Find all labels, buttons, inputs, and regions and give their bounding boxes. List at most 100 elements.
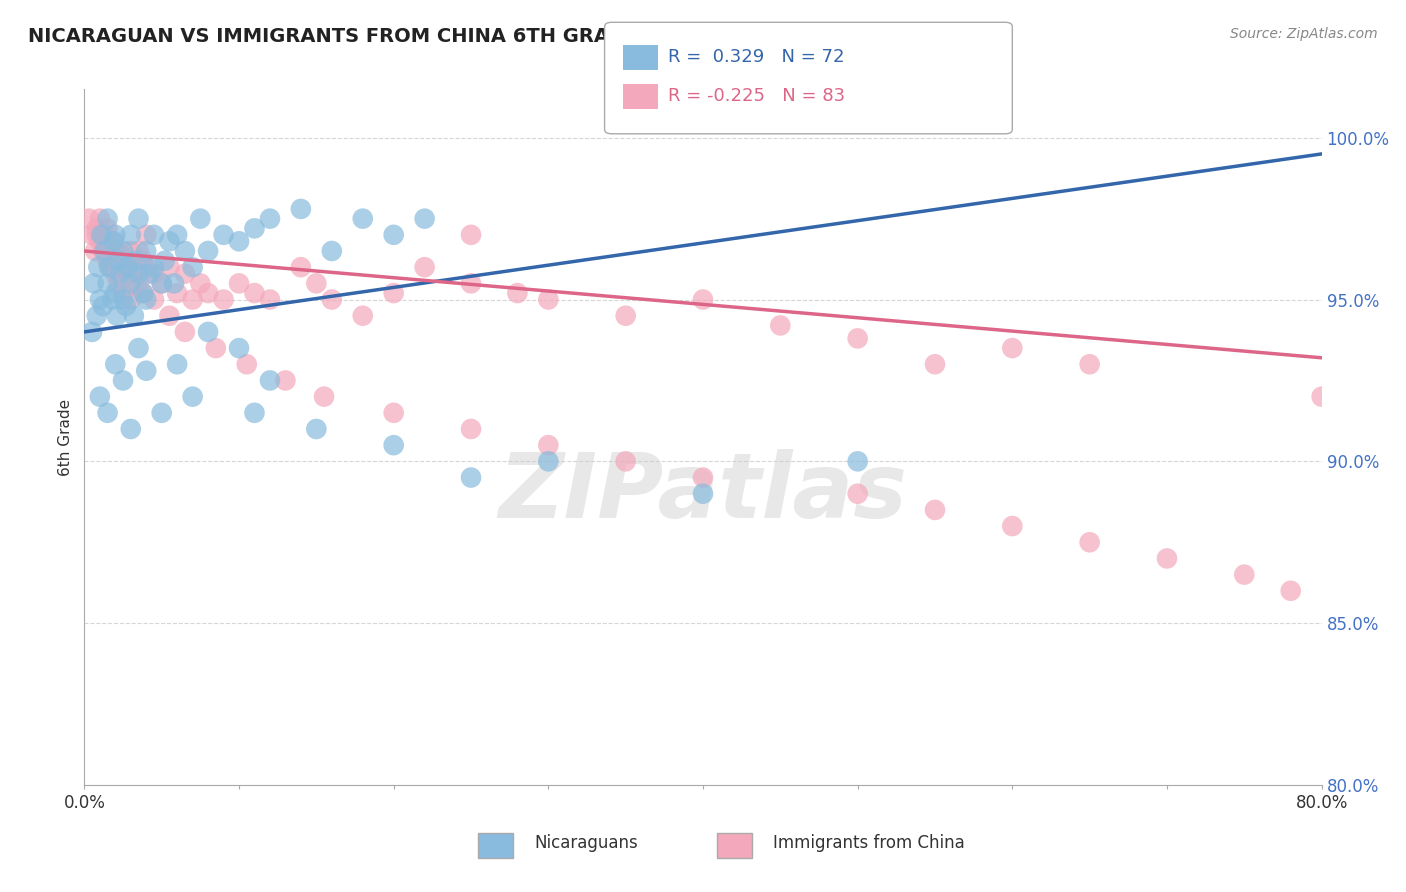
Point xyxy=(692,486,714,500)
Point xyxy=(1310,390,1333,404)
Point xyxy=(846,486,869,500)
Point xyxy=(122,309,145,323)
Text: R =  0.329   N = 72: R = 0.329 N = 72 xyxy=(668,48,845,66)
Point xyxy=(321,244,343,258)
Point xyxy=(1156,551,1178,566)
Point xyxy=(104,244,127,258)
Point xyxy=(537,293,560,307)
Point xyxy=(1279,583,1302,598)
Point xyxy=(135,293,157,307)
Point xyxy=(107,244,129,258)
Point xyxy=(135,227,157,242)
Point xyxy=(159,260,180,275)
Point xyxy=(127,244,149,258)
Point xyxy=(174,325,197,339)
Point xyxy=(112,374,135,388)
Point xyxy=(115,299,138,313)
Point xyxy=(104,227,127,242)
Point xyxy=(1001,519,1024,533)
Point xyxy=(122,277,145,291)
Point xyxy=(112,286,135,301)
Point xyxy=(352,309,374,323)
Point xyxy=(117,260,139,275)
Point xyxy=(135,260,157,275)
Point xyxy=(197,325,219,339)
Point xyxy=(101,235,124,249)
Point xyxy=(174,244,197,258)
Point xyxy=(96,253,118,268)
Point xyxy=(107,277,129,291)
Point xyxy=(413,211,436,226)
Point xyxy=(82,325,104,339)
Point xyxy=(153,253,176,268)
Point xyxy=(159,235,180,249)
Point xyxy=(413,260,436,275)
Point xyxy=(135,364,157,378)
Point xyxy=(132,286,155,301)
Text: Nicaraguans: Nicaraguans xyxy=(534,834,638,852)
Point xyxy=(107,253,129,268)
Point xyxy=(77,211,100,226)
Point xyxy=(181,293,204,307)
Point xyxy=(105,309,128,323)
Point xyxy=(93,244,115,258)
Point xyxy=(84,244,107,258)
Point xyxy=(846,454,869,468)
Point xyxy=(163,277,186,291)
Point xyxy=(382,406,405,420)
Point xyxy=(166,286,188,301)
Point xyxy=(143,260,166,275)
Point xyxy=(124,253,146,268)
Point xyxy=(769,318,792,333)
Point xyxy=(181,260,204,275)
Point xyxy=(1001,341,1024,355)
Point xyxy=(122,260,145,275)
Point xyxy=(243,286,266,301)
Point xyxy=(1078,357,1101,371)
Point xyxy=(117,267,139,281)
Point xyxy=(120,277,142,291)
Point xyxy=(120,227,142,242)
Point xyxy=(138,267,160,281)
Point xyxy=(127,267,149,281)
Point xyxy=(101,293,124,307)
Point xyxy=(506,286,529,301)
Point xyxy=(692,470,714,484)
Point xyxy=(91,235,114,249)
Point xyxy=(197,286,219,301)
Point xyxy=(846,331,869,345)
Point xyxy=(101,253,124,268)
Point xyxy=(96,277,118,291)
Point xyxy=(159,309,180,323)
Point xyxy=(614,454,637,468)
Point xyxy=(305,277,328,291)
Point xyxy=(692,293,714,307)
Point xyxy=(91,244,114,258)
Point xyxy=(290,260,312,275)
Point xyxy=(86,309,108,323)
Point xyxy=(382,227,405,242)
Point xyxy=(112,260,135,275)
Point xyxy=(82,227,104,242)
Point xyxy=(150,406,173,420)
Point xyxy=(91,299,114,313)
Point xyxy=(924,503,946,517)
Text: R = -0.225   N = 83: R = -0.225 N = 83 xyxy=(668,87,845,105)
Point xyxy=(259,211,281,226)
Point xyxy=(305,422,328,436)
Point xyxy=(290,202,312,216)
Point xyxy=(150,277,173,291)
Point xyxy=(352,211,374,226)
Point xyxy=(120,244,142,258)
Point xyxy=(89,293,111,307)
Point xyxy=(235,357,259,371)
Point xyxy=(89,235,111,249)
Point xyxy=(127,341,149,355)
Text: Immigrants from China: Immigrants from China xyxy=(773,834,965,852)
Point xyxy=(382,438,405,452)
Point xyxy=(89,390,111,404)
Point xyxy=(314,390,336,404)
Point xyxy=(321,293,343,307)
Point xyxy=(127,211,149,226)
Point xyxy=(212,293,235,307)
